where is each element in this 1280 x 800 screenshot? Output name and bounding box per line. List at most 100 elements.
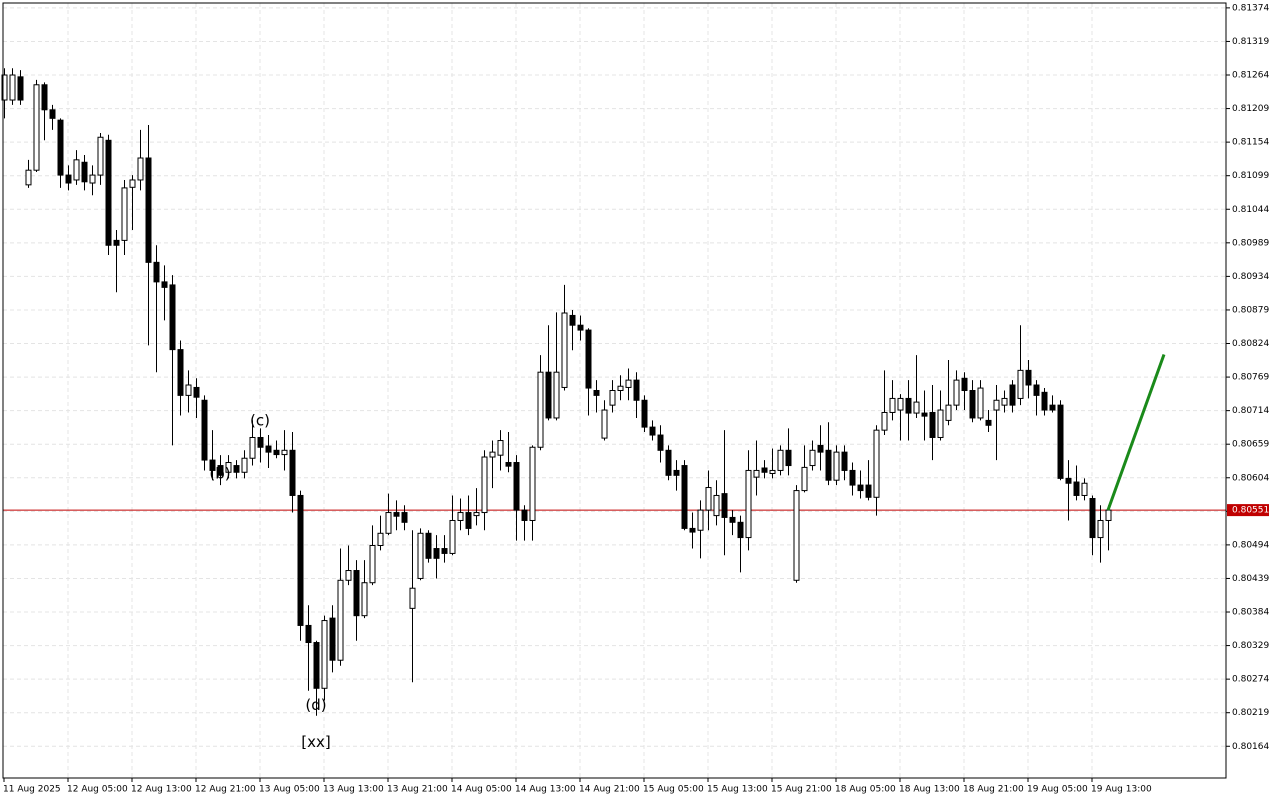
candle-body — [777, 449, 784, 471]
y-tick-label: 0.81264 — [1232, 71, 1269, 81]
candle-body — [513, 462, 520, 511]
candle-body — [1057, 404, 1064, 479]
y-tick-label: 0.81044 — [1232, 205, 1269, 215]
candle-body — [401, 512, 408, 523]
candle-body — [89, 174, 96, 184]
annotation: (b) — [209, 465, 230, 483]
candle-body — [1017, 369, 1024, 399]
x-tick-label: 14 Aug 05:00 — [451, 785, 512, 795]
candle-body — [249, 436, 256, 459]
candle-body — [921, 412, 928, 417]
y-tick-label: 0.80659 — [1232, 440, 1269, 450]
candle-body — [873, 429, 880, 498]
candle-body — [161, 281, 168, 288]
candle-body — [593, 390, 600, 396]
y-tick-label: 0.80274 — [1232, 675, 1269, 685]
candle-body — [73, 159, 80, 181]
candle-body — [121, 187, 128, 241]
candle-body — [745, 469, 752, 539]
candle-body — [241, 457, 248, 473]
candle-body — [673, 469, 680, 476]
candle-body — [17, 76, 24, 101]
x-tick-label: 15 Aug 13:00 — [707, 785, 768, 795]
candle-body — [769, 469, 776, 474]
candle-body — [1065, 477, 1072, 484]
x-tick-label: 13 Aug 05:00 — [259, 785, 320, 795]
candle-body — [641, 399, 648, 428]
candle-body — [585, 329, 592, 389]
candle-body — [113, 239, 120, 246]
candle-body — [825, 449, 832, 481]
candle-body — [201, 399, 208, 461]
candle-body — [601, 409, 608, 439]
candle-body — [1001, 397, 1008, 406]
candle-body — [105, 139, 112, 246]
x-tick-label: 19 Aug 05:00 — [1027, 785, 1088, 795]
candle-body — [1097, 519, 1104, 539]
x-tick-label: 15 Aug 21:00 — [771, 785, 832, 795]
x-tick-label: 18 Aug 21:00 — [963, 785, 1024, 795]
y-tick-label: 0.81099 — [1232, 171, 1269, 181]
candle-body — [697, 509, 704, 531]
candle-body — [425, 532, 432, 559]
candle-body — [97, 136, 104, 176]
candle-body — [545, 371, 552, 419]
price-label: 0.80551 — [1232, 506, 1269, 516]
candle-body — [913, 401, 920, 414]
candle-body — [185, 384, 192, 396]
candle-body — [409, 587, 416, 609]
candle-body — [721, 493, 728, 518]
candle-body — [1033, 384, 1040, 396]
candle-body — [553, 371, 560, 419]
candle-body — [441, 548, 448, 554]
candle-body — [897, 397, 904, 411]
candle-body — [345, 570, 352, 581]
y-tick-label: 0.80494 — [1232, 540, 1269, 550]
candle-body — [961, 377, 968, 392]
candle-body — [1089, 498, 1096, 539]
candle-body — [529, 446, 536, 521]
candle-body — [65, 174, 72, 184]
candle-body — [985, 419, 992, 426]
candle-body — [1081, 482, 1088, 496]
y-tick-label: 0.81154 — [1232, 138, 1269, 148]
candle-body — [1025, 369, 1032, 386]
candle-body — [625, 379, 632, 388]
candle-body — [817, 444, 824, 453]
candle-body — [617, 385, 624, 391]
annotation: (d) — [305, 696, 326, 714]
candle-body — [209, 459, 216, 471]
candle-body — [225, 462, 232, 473]
candle-body — [649, 426, 656, 436]
y-tick-label: 0.80604 — [1232, 473, 1269, 483]
y-tick-label: 0.81319 — [1232, 37, 1269, 47]
candle-body — [33, 84, 40, 171]
candle-body — [137, 157, 144, 181]
candle-body — [1009, 384, 1016, 406]
candle-body — [1105, 509, 1112, 521]
candle-body — [657, 434, 664, 451]
candle-body — [785, 449, 792, 467]
candle-body — [497, 440, 504, 456]
forecast-line — [1106, 353, 1166, 511]
x-tick-label: 12 Aug 21:00 — [195, 785, 256, 795]
candle-body — [849, 469, 856, 486]
x-tick-label: 14 Aug 13:00 — [515, 785, 576, 795]
candle-body — [833, 451, 840, 481]
candle-body — [993, 399, 1000, 411]
candle-body — [41, 84, 48, 111]
candle-body — [729, 516, 736, 523]
candle-body — [305, 624, 312, 644]
candle-body — [145, 157, 152, 263]
candle-body — [9, 74, 16, 101]
candle-body — [457, 512, 464, 521]
annotation: (c) — [250, 412, 270, 430]
candle-body — [489, 451, 496, 458]
candle-body — [969, 390, 976, 419]
y-tick-label: 0.80879 — [1232, 305, 1269, 315]
candle-body — [257, 436, 264, 448]
candle-body — [905, 397, 912, 414]
candle-body — [809, 449, 816, 467]
candle-body — [841, 451, 848, 471]
candle-body — [217, 465, 224, 476]
